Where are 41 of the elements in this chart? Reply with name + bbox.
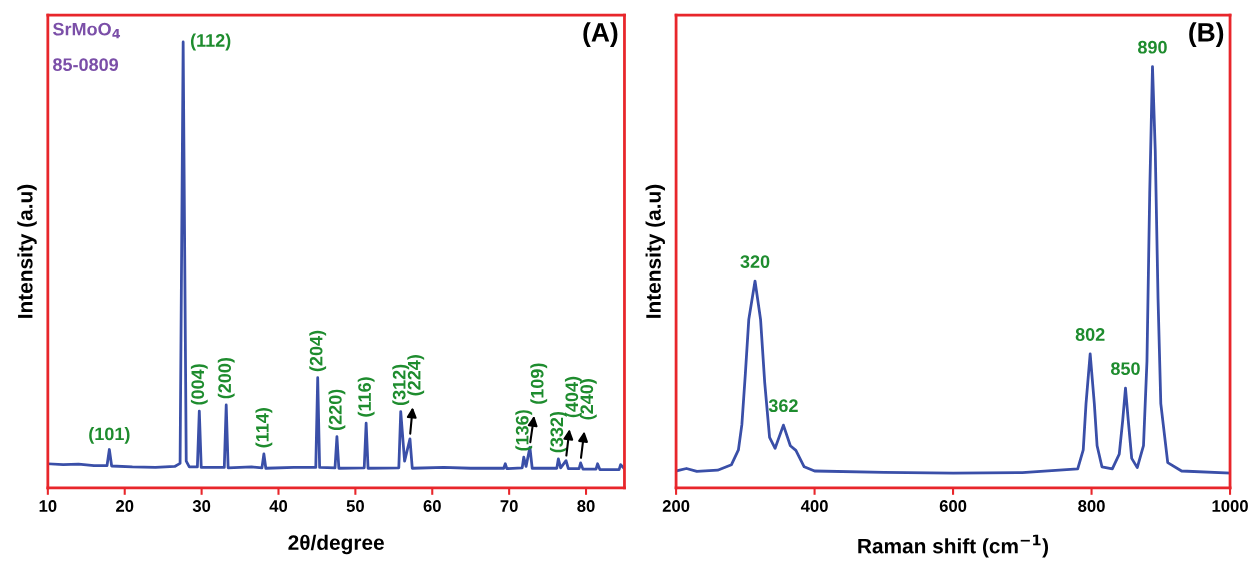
x-axis-title: Raman shift (cm$^{−1}$)	[858, 534, 1049, 558]
annotation: (136)	[515, 410, 533, 451]
annotation: 802	[1075, 328, 1105, 341]
annotation: (220)	[328, 389, 346, 431]
x-tick-label: 400	[800, 500, 828, 512]
annotation: 890	[1138, 40, 1167, 54]
chart-title: (B)	[1189, 22, 1224, 47]
annotation: (116)	[357, 377, 375, 417]
x-tick-label: 1000	[1212, 500, 1248, 512]
annotation: 320	[740, 255, 770, 269]
y-axis-title: Intensity (a.u)	[645, 184, 665, 318]
y-axis-title: Intensity (a.u)	[17, 184, 37, 318]
x-tick-label: 40	[269, 500, 288, 512]
x-tick-label: 30	[192, 500, 211, 512]
x-tick-label: 10	[39, 500, 57, 512]
annotation: 85-0809	[53, 58, 119, 72]
x-axis-title: 2θ/degree	[288, 534, 384, 555]
text: SrMoO$_{4}$	[52, 22, 121, 39]
annotation: (101)	[89, 427, 130, 444]
chart-title: (A)	[583, 22, 618, 47]
x-tick-label: 600	[939, 500, 967, 512]
x-tick-label: 200	[662, 500, 690, 512]
x-tick-label: 80	[577, 500, 595, 512]
annotation: (332)	[549, 411, 567, 453]
annotation: (312)	[392, 364, 410, 406]
x-tick-label: 60	[423, 500, 441, 512]
annotation: 850	[1110, 362, 1140, 375]
annotation: (204)	[309, 330, 327, 372]
annotation: (240)	[579, 379, 597, 420]
annotation: (224)	[407, 355, 425, 396]
annotation: (114)	[255, 408, 273, 448]
x-tick-label: 50	[346, 500, 364, 512]
x-tick-label: 20	[116, 500, 134, 512]
annotation: (404)	[564, 376, 582, 418]
annotation: 362	[768, 399, 798, 413]
annotation: (109)	[530, 363, 548, 404]
annotation: (200)	[217, 358, 235, 399]
annotation: (112)	[190, 33, 231, 51]
x-tick-label: 70	[500, 500, 518, 512]
x-tick-label: 800	[1078, 500, 1105, 512]
annotation: (004)	[190, 364, 208, 405]
